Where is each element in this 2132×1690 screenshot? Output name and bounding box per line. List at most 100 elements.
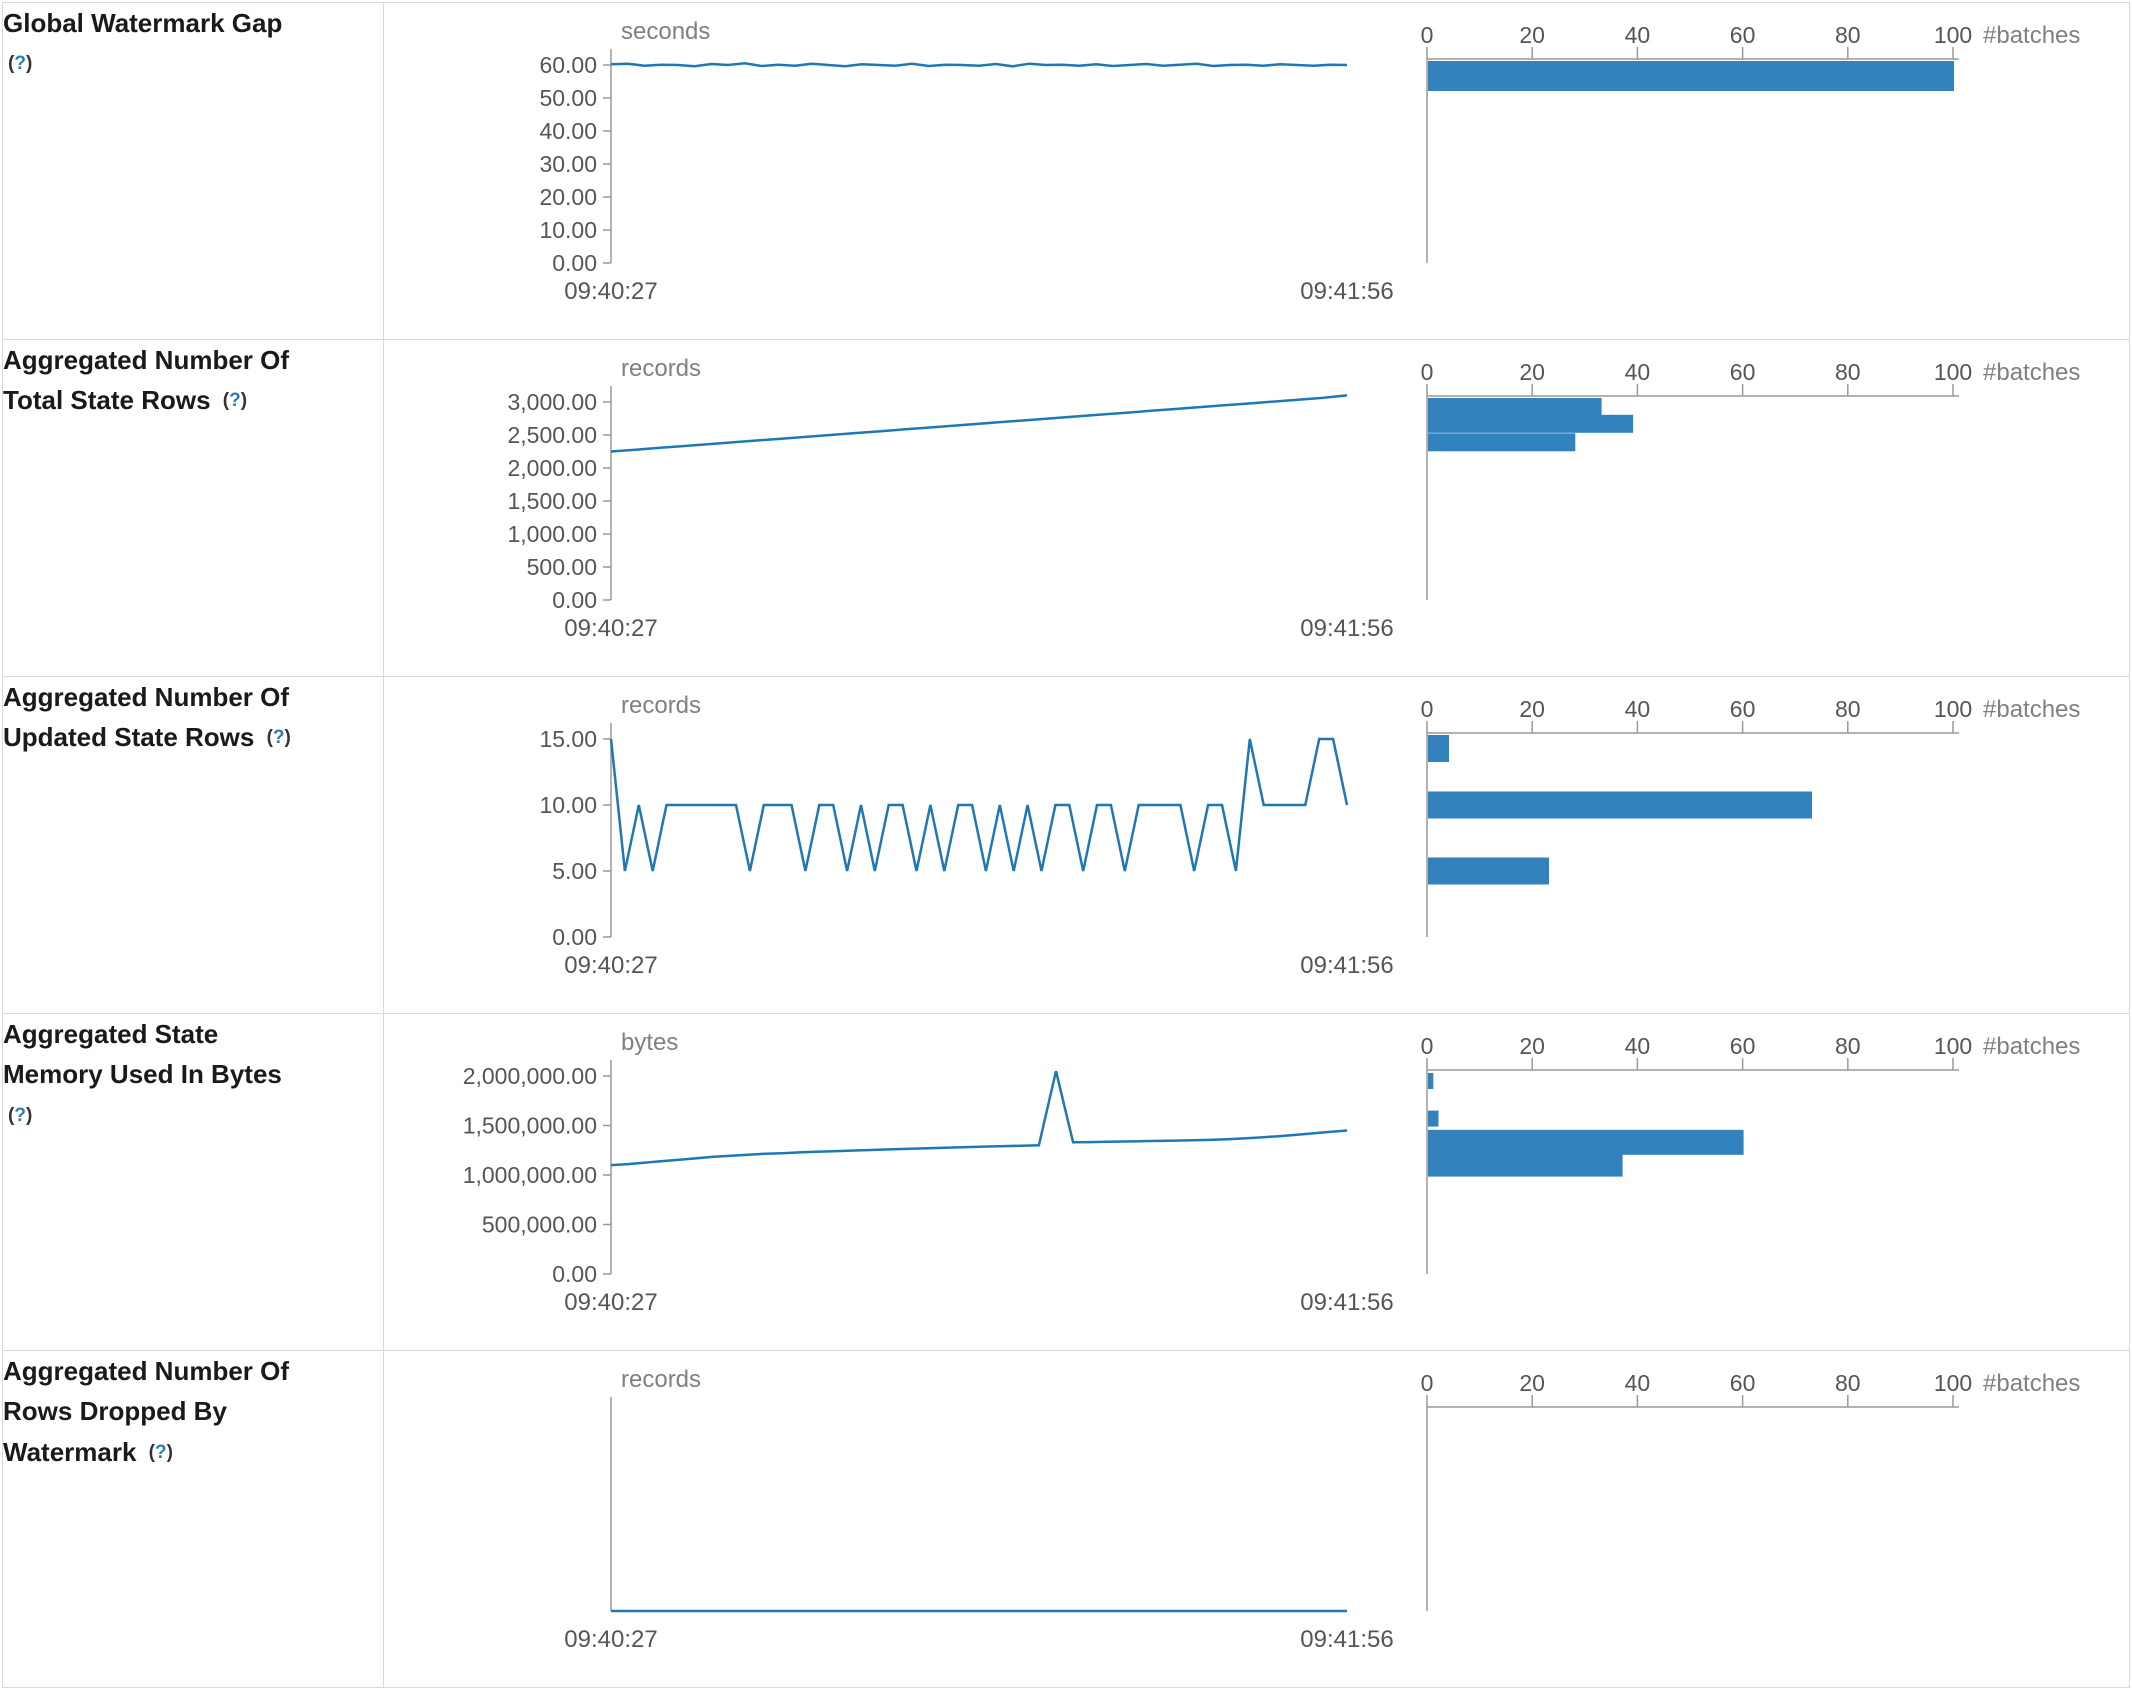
timeline-chart: records 09:40:27 09:41:56: [384, 1351, 1399, 1687]
timeline-cell: records 09:40:27 09:41:56: [383, 1350, 1399, 1688]
x-tick-label: 20: [1519, 1033, 1545, 1059]
histogram-bar: [1428, 857, 1549, 885]
x-tick-label: 09:41:56: [1300, 1626, 1393, 1653]
y-tick-label: 10.00: [539, 792, 597, 818]
x-tick-label: 60: [1730, 359, 1756, 385]
help-question-icon: ?: [14, 53, 26, 75]
y-tick-label: 0.00: [552, 587, 597, 613]
x-tick-label: 100: [1934, 1370, 1972, 1396]
x-tick-label: 80: [1835, 1370, 1861, 1396]
timeline-line: [610, 394, 1348, 453]
timeline-cell: 0.00 500,000.00 1,000,000.00 1,500,000.00 2,…: [383, 1013, 1399, 1351]
histogram-chart: 0 20 40 60 80 100 #batches: [1399, 340, 2129, 676]
histogram-cell: 0 20 40 60 80 100 #batches: [1399, 1013, 2130, 1351]
metric-label-text: Aggregated Number Of Updated State Rows: [3, 682, 290, 753]
metric-row-global-watermark-gap: Global Watermark Gap (?) 0.00 10.00 20.00 3…: [2, 2, 2130, 340]
histogram-chart: 0 20 40 60 80 100 #batches: [1399, 1351, 2129, 1687]
y-tick-label: 60.00: [539, 52, 597, 78]
metric-label-text: Aggregated State Memory Used In Bytes: [3, 1019, 282, 1090]
x-tick-label: 40: [1625, 1033, 1651, 1059]
batches-label: #batches: [1983, 1033, 2080, 1060]
x-tick-label: 100: [1934, 1033, 1972, 1059]
histogram-bar: [1428, 398, 1602, 416]
y-tick-label: 1,500.00: [507, 488, 597, 514]
batches-label: #batches: [1983, 696, 2080, 723]
x-tick-label: 40: [1625, 696, 1651, 722]
timeline-svg: 0.00 500,000.00 1,000,000.00 1,500,000.00 2,…: [463, 1029, 1394, 1316]
metric-label-text: Global Watermark Gap: [3, 8, 283, 38]
x-tick-label: 09:40:27: [564, 952, 657, 979]
timeline-cell: 0.00 10.00 20.00 30.00 40.00 50.00 60.00 second…: [383, 2, 1399, 340]
help-link[interactable]: (?): [8, 1105, 32, 1126]
histogram-svg: 0 20 40 60 80 100 #batches: [1421, 1370, 2080, 1611]
unit-label: records: [621, 1366, 701, 1393]
x-tick-label: 40: [1625, 359, 1651, 385]
y-tick-label: 40.00: [539, 118, 597, 144]
help-link[interactable]: (?): [149, 1442, 173, 1463]
help-paren-open: (: [266, 727, 273, 749]
timeline-line: [610, 62, 1348, 68]
y-tick-label: 5.00: [552, 858, 597, 884]
y-tick-label: 2,000,000.00: [463, 1063, 597, 1089]
metric-row-rows-dropped-by-watermark: Aggregated Number Of Rows Dropped By Wat…: [2, 1350, 2130, 1688]
metric-label-text: Aggregated Number Of Total State Rows: [3, 345, 290, 416]
x-tick-label: 09:40:27: [564, 615, 657, 642]
metric-label-cell: Aggregated Number Of Updated State Rows …: [2, 676, 384, 1014]
x-tick-label: 0: [1421, 359, 1434, 385]
histogram-bar: [1428, 414, 1634, 433]
metric-label-text: Aggregated Number Of Rows Dropped By Wat…: [3, 1356, 290, 1467]
help-link[interactable]: (?): [267, 727, 291, 748]
timeline-svg: 0.00 500.00 1,000.00 1,500.00 2,000.00 2,500.…: [507, 355, 1393, 642]
unit-label: records: [621, 692, 701, 719]
help-link[interactable]: (?): [223, 390, 247, 411]
metric-label-cell: Global Watermark Gap (?): [2, 2, 384, 340]
y-tick-label: 500,000.00: [482, 1212, 597, 1238]
batches-label: #batches: [1983, 22, 2080, 49]
x-tick-label: 80: [1835, 359, 1861, 385]
histogram-cell: 0 20 40 60 80 100 #batches: [1399, 339, 2130, 677]
histogram-svg: 0 20 40 60 80 100 #batches: [1421, 1033, 2080, 1274]
help-paren-close: ): [25, 53, 33, 75]
timeline-cell: 0.00 5.00 10.00 15.00 records 09:40:27 09:41:5…: [383, 676, 1399, 1014]
unit-label: bytes: [621, 1029, 678, 1056]
x-tick-label: 20: [1519, 696, 1545, 722]
x-tick-label: 09:41:56: [1300, 1289, 1393, 1316]
help-paren-open: (: [8, 1104, 15, 1126]
metric-label-cell: Aggregated Number Of Rows Dropped By Wat…: [2, 1350, 384, 1688]
metric-row-total-state-rows: Aggregated Number Of Total State Rows (?…: [2, 339, 2130, 677]
metric-label: Aggregated Number Of Rows Dropped By Wat…: [3, 1351, 383, 1472]
help-paren-open: (: [8, 53, 15, 75]
help-question-icon: ?: [154, 1441, 167, 1463]
histogram-bar: [1428, 735, 1449, 762]
y-tick-label: 3,000.00: [507, 389, 597, 415]
x-tick-label: 09:41:56: [1300, 278, 1393, 305]
timeline-line: [610, 1070, 1348, 1167]
x-tick-label: 09:41:56: [1300, 952, 1393, 979]
timeline-svg: 0.00 5.00 10.00 15.00 records 09:40:27 09:41:5…: [539, 692, 1393, 979]
x-tick-label: 60: [1730, 1370, 1756, 1396]
y-tick-label: 15.00: [539, 726, 597, 752]
histogram-chart: 0 20 40 60 80 100 #batches: [1399, 1014, 2129, 1350]
metric-label: Global Watermark Gap (?): [3, 3, 383, 84]
y-tick-label: 1,000,000.00: [463, 1162, 597, 1188]
y-tick-label: 20.00: [539, 184, 597, 210]
x-tick-label: 20: [1519, 359, 1545, 385]
histogram-bar: [1428, 1073, 1434, 1089]
x-tick-label: 60: [1730, 1033, 1756, 1059]
help-link[interactable]: (?): [8, 53, 32, 74]
y-tick-label: 0.00: [552, 924, 597, 950]
help-paren-close: ): [240, 390, 248, 412]
x-tick-label: 80: [1835, 22, 1861, 48]
x-tick-label: 100: [1934, 696, 1972, 722]
x-tick-label: 0: [1421, 1033, 1434, 1059]
batches-label: #batches: [1983, 359, 2080, 386]
x-tick-label: 0: [1421, 22, 1434, 48]
x-tick-label: 60: [1730, 22, 1756, 48]
x-tick-label: 100: [1934, 359, 1972, 385]
histogram-bar: [1428, 1110, 1439, 1127]
histogram-cell: 0 20 40 60 80 100 #batches: [1399, 676, 2130, 1014]
timeline-chart: 0.00 500,000.00 1,000,000.00 1,500,000.00 2,…: [384, 1014, 1399, 1350]
x-tick-label: 0: [1421, 1370, 1434, 1396]
histogram-bar: [1428, 1129, 1744, 1155]
